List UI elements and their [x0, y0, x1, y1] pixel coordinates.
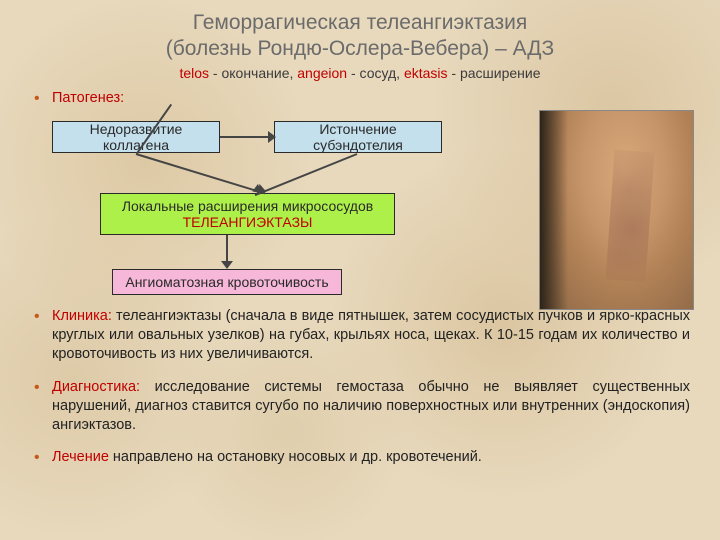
diag-text: исследование системы гемостаза обычно не…	[52, 379, 690, 433]
pathogenesis-diagram: Недоразвитие коллагена Истончение субэнд…	[52, 121, 482, 301]
klinika-text: телеангиэктазы (сначала в виде пятнышек,…	[52, 308, 690, 362]
arrow-c-d	[226, 235, 228, 263]
etymology-line: telos - окончание, angeion - сосуд, ekta…	[30, 65, 690, 81]
bullet-list: Патогенез:	[30, 89, 690, 108]
lech-text: направлено на остановку носовых и др. кр…	[109, 449, 482, 465]
patogenez-label: Патогенез:	[52, 90, 124, 106]
etym-term-2: angeion	[297, 65, 347, 81]
node-subendothelium: Истончение субэндотелия	[274, 121, 442, 153]
bullet-diag: Диагностика: исследование системы гемост…	[30, 378, 690, 435]
bullet-patogenez: Патогенез:	[30, 89, 690, 108]
bullet-klinika: Клиника: телеангиэктазы (сначала в виде …	[30, 307, 690, 364]
arrow-c-d-head	[221, 261, 233, 269]
node-c-line2: ТЕЛЕАНГИЭКТАЗЫ	[183, 214, 313, 231]
title-line2: (болезнь Рондю-Ослера-Вебера) – АДЗ	[166, 37, 554, 60]
clinical-photo	[539, 110, 694, 310]
etym-def-3: - расширение	[448, 65, 541, 81]
diag-label: Диагностика:	[52, 379, 140, 395]
node-collagen: Недоразвитие коллагена	[52, 121, 220, 153]
etym-term-3: ektasis	[404, 65, 448, 81]
node-c-line1: Локальные расширения микрососудов	[122, 198, 373, 215]
node-bleeding: Ангиоматозная кровоточивость	[112, 269, 342, 295]
lech-label: Лечение	[52, 449, 109, 465]
slide: Геморрагическая телеангиэктазия (болезнь…	[0, 0, 720, 540]
etym-def-2: - сосуд,	[347, 65, 404, 81]
slide-title: Геморрагическая телеангиэктазия (болезнь…	[30, 10, 690, 63]
klinika-label: Клиника:	[52, 308, 112, 324]
arrow-a-b	[220, 136, 270, 138]
bullet-lech: Лечение направлено на остановку носовых …	[30, 448, 690, 467]
arrow-a-c-line	[136, 153, 266, 194]
arrow-b-c-line	[255, 153, 358, 196]
etym-def-1: - окончание,	[209, 65, 297, 81]
etym-term-1: telos	[179, 65, 209, 81]
node-telangiectasia: Локальные расширения микрососудов ТЕЛЕАН…	[100, 193, 395, 235]
arrow-a-b-head	[268, 131, 276, 143]
title-line1: Геморрагическая телеангиэктазия	[193, 11, 528, 34]
bullet-list-2: Клиника: телеангиэктазы (сначала в виде …	[30, 307, 690, 467]
